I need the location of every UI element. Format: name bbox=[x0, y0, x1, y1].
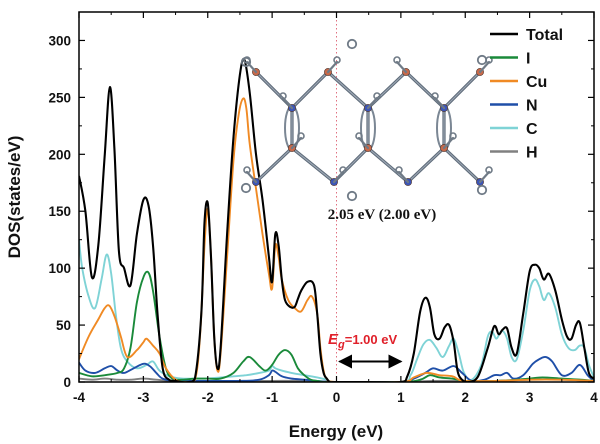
inset-ligand bbox=[357, 136, 370, 150]
inset-terminal-ring bbox=[346, 190, 358, 202]
inset-ligand bbox=[332, 170, 345, 184]
inset-terminal-ring bbox=[240, 56, 252, 68]
inset-ligand bbox=[478, 170, 491, 184]
x-tick-label: 2 bbox=[461, 390, 469, 405]
y-tick-label: 300 bbox=[48, 33, 71, 48]
y-tick-label: 250 bbox=[48, 90, 71, 105]
series-line-total bbox=[79, 57, 594, 382]
y-tick-label: 100 bbox=[48, 261, 71, 276]
band-gap-label: Eg=1.00 eV bbox=[328, 331, 397, 351]
inset-ligand bbox=[366, 96, 379, 110]
inset-ligand-ring bbox=[339, 166, 347, 174]
inset-molecular-structure bbox=[240, 38, 493, 202]
inset-terminal-ring bbox=[476, 54, 488, 66]
inset-ligand-ring bbox=[279, 92, 287, 100]
y-tick-label: 50 bbox=[56, 318, 71, 333]
inset-ligand-ring bbox=[373, 92, 381, 100]
legend-label-cu: Cu bbox=[526, 74, 547, 91]
inset-ligand bbox=[326, 60, 339, 74]
inset-ligand-ring bbox=[297, 132, 305, 140]
series-line-c bbox=[79, 239, 594, 382]
axis-ticks: -4 -3 -2 -1 0 1 2 3 4 0 50 100 150 200 250 300 bbox=[48, 12, 598, 405]
legend-label-n: N bbox=[526, 98, 538, 115]
y-tick-label: 0 bbox=[63, 375, 71, 390]
inset-terminal-ring bbox=[346, 38, 358, 50]
legend-label-i: I bbox=[526, 51, 530, 68]
x-tick-label: 0 bbox=[333, 390, 341, 405]
x-axis-title: Energy (eV) bbox=[289, 422, 383, 441]
inset-terminal-ring bbox=[476, 184, 488, 196]
band-gap-annotation: Eg=1.00 eV bbox=[328, 331, 403, 369]
y-axis-title: DOS(states/eV) bbox=[5, 136, 24, 259]
legend-label-h: H bbox=[526, 145, 538, 162]
x-tick-label: -1 bbox=[266, 390, 278, 405]
inset-ligand bbox=[397, 170, 410, 184]
inset-bond-highlight bbox=[291, 147, 335, 183]
inset-ligand-ring bbox=[355, 132, 363, 140]
x-tick-label: -3 bbox=[137, 390, 149, 405]
y-tick-label: 200 bbox=[48, 147, 71, 162]
inset-bond-highlight bbox=[407, 147, 445, 183]
x-tick-label: -4 bbox=[73, 390, 85, 405]
x-tick-label: 4 bbox=[590, 390, 598, 405]
inset-ligand-ring bbox=[395, 166, 403, 174]
inset-ligand bbox=[395, 60, 408, 74]
inset-ligand-ring bbox=[393, 56, 401, 64]
inset-bond-highlight bbox=[443, 147, 481, 183]
inset-ligand-ring bbox=[431, 92, 439, 100]
x-tick-label: 3 bbox=[526, 390, 534, 405]
series-line-cu bbox=[79, 97, 594, 382]
inset-bond-highlight bbox=[327, 71, 369, 109]
dos-series-layer bbox=[79, 57, 594, 382]
x-tick-label: -2 bbox=[202, 390, 214, 405]
legend-label-total: Total bbox=[526, 27, 563, 44]
inset-ligand-ring bbox=[333, 56, 341, 64]
inset-bond-highlight bbox=[443, 71, 481, 109]
inset-ligand bbox=[245, 170, 258, 184]
inset-ligand bbox=[478, 60, 491, 74]
inset-ligand bbox=[442, 136, 455, 150]
inset-bond-highlight bbox=[291, 71, 329, 109]
inset-ligand bbox=[245, 60, 258, 74]
chart-legend: Total I Cu NCH bbox=[490, 27, 563, 162]
legend-label-c: C bbox=[526, 121, 538, 138]
inset-ligand bbox=[290, 136, 303, 150]
inset-bond-highlight bbox=[255, 147, 293, 183]
inset-ligand-ring bbox=[243, 166, 251, 174]
x-tick-label: 1 bbox=[397, 390, 405, 405]
series-line-n bbox=[79, 355, 594, 382]
series-line-i bbox=[79, 270, 594, 382]
inset-bond-highlight bbox=[367, 147, 409, 183]
inset-ligand bbox=[433, 96, 446, 110]
inset-terminal-ring bbox=[240, 182, 252, 194]
inset-caption: 2.05 eV (2.00 eV) bbox=[328, 207, 436, 223]
inset-ligand bbox=[281, 96, 294, 110]
y-tick-label: 150 bbox=[48, 204, 71, 219]
inset-ligand-ring bbox=[485, 166, 493, 174]
inset-ligand-ring bbox=[449, 132, 457, 140]
